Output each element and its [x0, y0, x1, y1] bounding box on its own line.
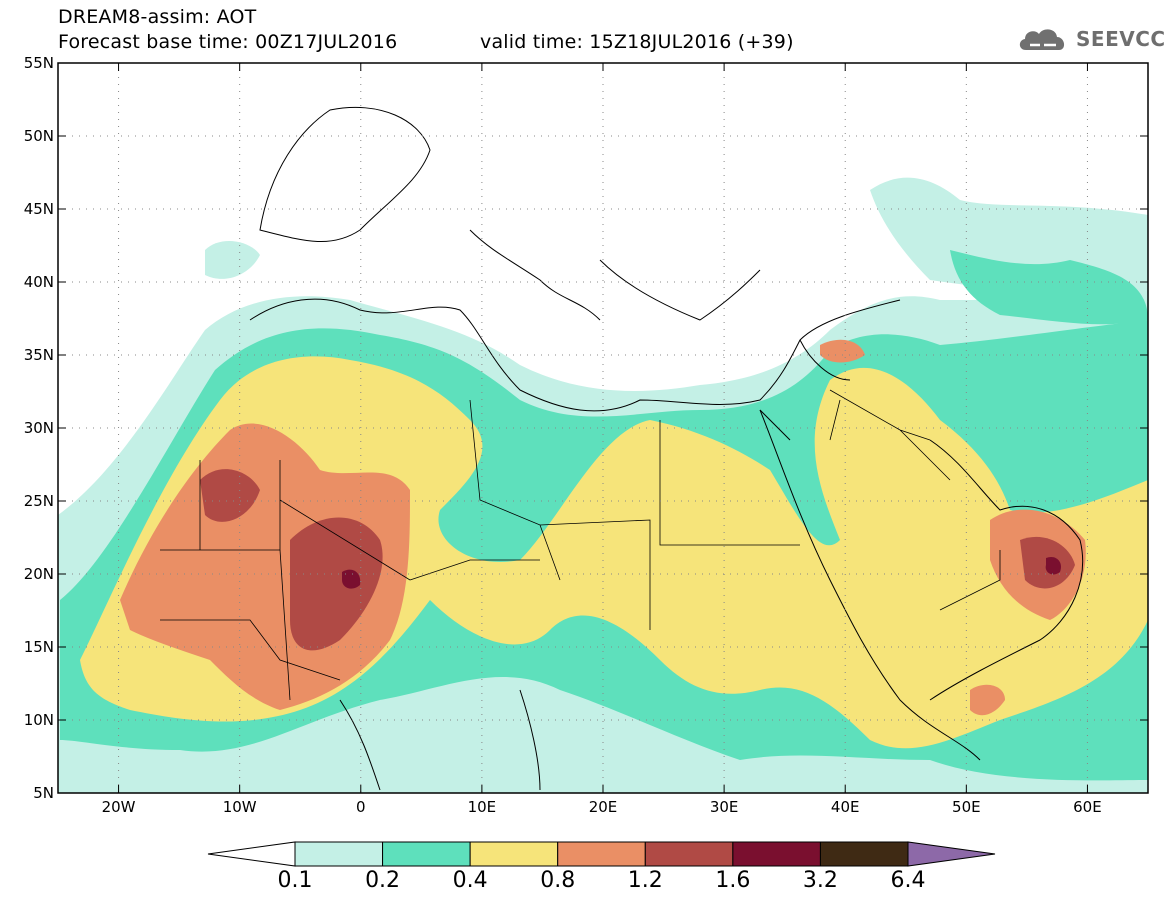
lon-label: 10W	[223, 798, 257, 816]
lon-label: 0	[356, 798, 366, 816]
colorbar-box	[819, 841, 909, 867]
seevccc-logo: SEEVCCC	[1016, 24, 1165, 54]
lat-label: 55N	[24, 54, 54, 72]
country-borders	[160, 389, 1001, 701]
aot-level-1-2-west	[200, 469, 260, 522]
colorbar-box	[382, 841, 471, 867]
colorbar-label: 0.8	[540, 868, 576, 893]
colorbar-high-triangle	[907, 841, 996, 867]
lat-label: 20N	[24, 565, 54, 583]
colorbar-label: 1.6	[715, 868, 751, 893]
lon-label: 20E	[589, 798, 618, 816]
colorbar-box	[644, 841, 734, 867]
cloud-icon	[1019, 29, 1065, 50]
colorbar-label: 1.2	[627, 868, 663, 893]
lon-label: 20W	[102, 798, 136, 816]
valid-time: valid time: 15Z18JUL2016 (+39)	[480, 31, 794, 53]
lon-label: 30E	[710, 798, 739, 816]
lat-label: 15N	[24, 638, 54, 656]
aot-level-0-8-iraq	[820, 339, 865, 363]
lat-label: 5N	[33, 784, 54, 802]
colorbar-label: 0.4	[452, 868, 488, 893]
lat-label: 25N	[24, 492, 54, 510]
colorbar-box	[732, 841, 821, 867]
lon-label: 60E	[1073, 798, 1102, 816]
aot-level-0-2-caspian	[950, 250, 1148, 325]
colorbar	[207, 841, 996, 867]
lat-label: 50N	[24, 127, 54, 145]
colorbar-label: 3.2	[802, 868, 838, 893]
aot-level-0-8-somalia	[970, 684, 1005, 716]
lat-label: 40N	[24, 273, 54, 291]
colorbar-label: 0.1	[277, 868, 313, 893]
colorbar-label: 6.4	[890, 868, 926, 893]
lat-label: 35N	[24, 346, 54, 364]
aot-level-0-1-west	[205, 240, 260, 279]
lon-label: 40E	[831, 798, 860, 816]
aot-level-1-6-oman	[1045, 556, 1062, 575]
lat-label: 30N	[24, 419, 54, 437]
lat-label: 45N	[24, 200, 54, 218]
aot-level-1-2	[290, 517, 383, 651]
colorbar-label: 0.2	[365, 868, 401, 893]
colorbar-box	[469, 841, 559, 867]
map-ticks	[58, 62, 1148, 794]
forecast-base-time: Forecast base time: 00Z17JUL2016	[58, 31, 398, 53]
colorbar-box	[557, 841, 646, 867]
lat-label: 10N	[24, 711, 54, 729]
lon-label: 10E	[468, 798, 497, 816]
map-title: DREAM8-assim: AOT	[58, 6, 257, 28]
map-grid	[58, 63, 1148, 793]
colorbar-low-triangle	[207, 841, 296, 867]
colorbar-box	[294, 841, 384, 867]
latitude-labels: 5N 10N 15N 20N 25N 30N 35N 40N 45N 50N 55N	[24, 54, 54, 802]
aot-level-1-6	[342, 569, 361, 589]
coastlines	[249, 106, 1084, 791]
logo-text: SEEVCCC	[1076, 27, 1165, 51]
longitude-labels: 20W 10W 0 10E 20E 30E 40E 50E 60E	[102, 798, 1102, 816]
lon-label: 50E	[952, 798, 981, 816]
